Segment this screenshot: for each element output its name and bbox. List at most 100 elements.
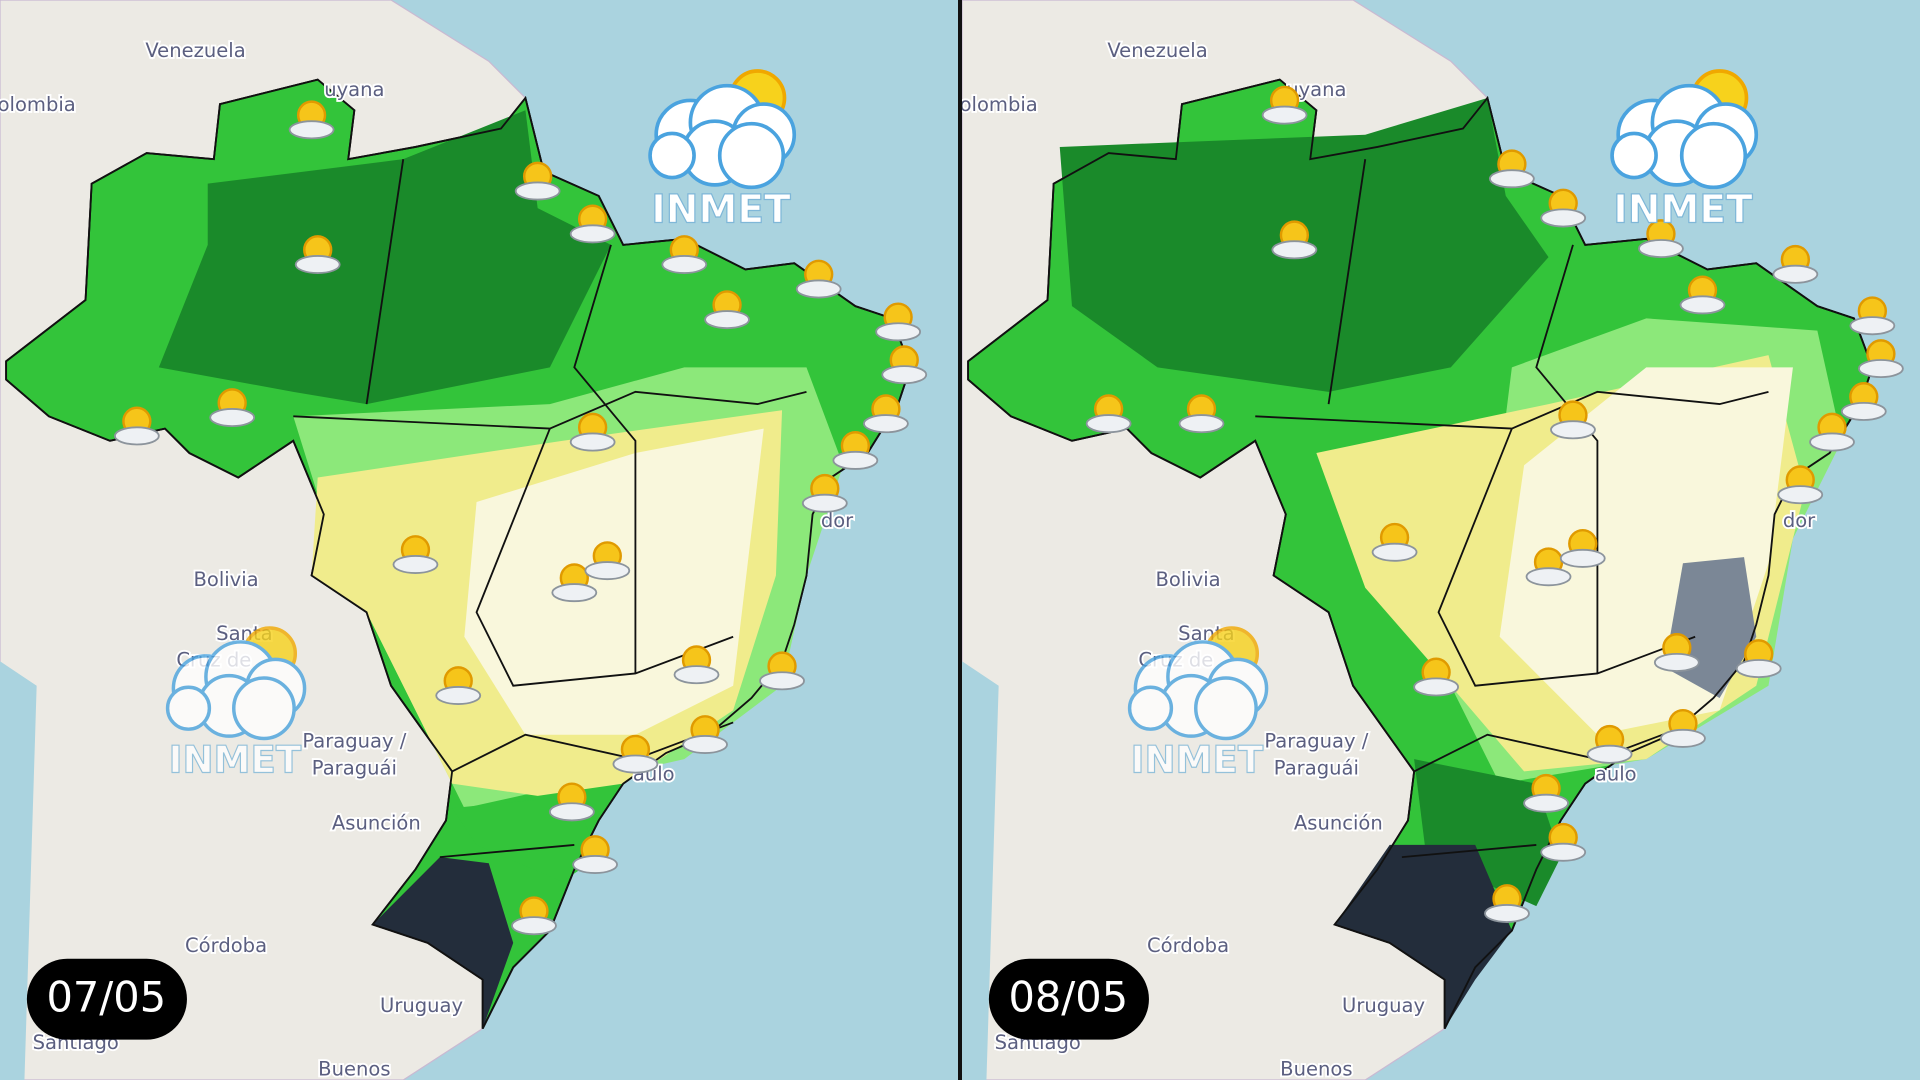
map-label: Córdoba <box>1147 934 1229 957</box>
weather-icon <box>832 431 879 470</box>
date-badge <box>988 958 1149 1040</box>
weather-icon <box>1849 296 1896 336</box>
date-label: 08/05 <box>1008 972 1128 1021</box>
map-label: aulo <box>1595 763 1637 786</box>
icon-cloud <box>569 432 616 452</box>
weather-icon <box>1540 188 1587 228</box>
weather-icon <box>569 204 616 244</box>
icon-cloud <box>1777 485 1824 505</box>
weather-icon <box>392 535 439 574</box>
icon-cloud <box>1261 105 1308 125</box>
state-border <box>1255 390 1769 430</box>
weather-icon <box>875 302 922 342</box>
weather-icon <box>1271 220 1318 260</box>
state-border <box>293 390 807 430</box>
icon-cloud <box>569 224 616 244</box>
pacific <box>0 661 37 1080</box>
weather-icon <box>704 290 750 330</box>
logo-text: INMET <box>1613 187 1753 232</box>
map-label: Bolivia <box>193 568 258 591</box>
forecast-map-panel: VenezuelauyanaolombiaBoliviaSantaCruz de… <box>962 0 1920 1080</box>
weather-icon <box>435 666 482 705</box>
icon-cloud <box>435 686 482 705</box>
map-label: dor <box>821 509 854 532</box>
icon-cloud <box>682 735 728 754</box>
icon-cloud <box>704 310 750 330</box>
map-label: olombia <box>0 93 76 116</box>
weather-icon <box>548 782 595 822</box>
forecast-region <box>1414 759 1561 907</box>
weather-icon <box>1660 708 1706 748</box>
icon-cloud <box>862 414 909 434</box>
date-badge <box>26 958 187 1040</box>
icon-cloud <box>1653 652 1700 672</box>
icon-cloud <box>1586 744 1633 764</box>
logo-cloud <box>232 676 296 741</box>
icon-cloud <box>511 916 557 936</box>
pacific <box>962 661 999 1080</box>
icon-cloud <box>1484 903 1530 923</box>
weather-icon <box>1777 465 1824 505</box>
icon-cloud <box>612 754 659 774</box>
weather-icon <box>1559 528 1606 568</box>
icon-cloud <box>1413 677 1460 697</box>
map-label: Paraguay / <box>1264 730 1368 753</box>
weather-icon <box>1550 400 1596 440</box>
weather-icon <box>1413 657 1460 697</box>
icon-cloud <box>832 450 879 470</box>
icon-cloud <box>801 493 848 513</box>
inmet-logo: INMET <box>1610 69 1759 233</box>
map-label: Asunción <box>332 812 421 835</box>
icon-cloud <box>548 802 595 822</box>
state-border <box>365 159 405 405</box>
map-label: dor <box>1783 509 1816 532</box>
logo-cloud <box>717 121 786 190</box>
date-label: 07/05 <box>46 972 166 1021</box>
icon-cloud <box>1840 401 1887 421</box>
icon-cloud <box>1559 548 1606 568</box>
weather-icon <box>673 645 720 685</box>
weather-icon <box>1653 633 1700 672</box>
icon-cloud <box>209 408 256 428</box>
icon-cloud <box>1085 414 1132 434</box>
map-label: Venezuela <box>1107 39 1207 62</box>
weather-icon <box>1540 822 1587 862</box>
weather-icon <box>1857 339 1904 379</box>
icon-cloud <box>1271 240 1318 260</box>
logo-cloud <box>165 685 212 731</box>
icon-cloud <box>1857 359 1904 379</box>
logo-cloud <box>1679 121 1748 190</box>
weather-icon <box>682 715 728 754</box>
map-label: uyana <box>324 78 384 101</box>
divider <box>958 0 962 1080</box>
weather-icon <box>1772 244 1819 284</box>
icon-cloud <box>288 120 335 140</box>
icon-cloud <box>1809 432 1855 452</box>
weather-icon <box>881 345 928 385</box>
logo-cloud <box>1127 685 1174 731</box>
map-label: Bolivia <box>1155 568 1220 591</box>
forecast-region <box>158 110 611 405</box>
icon-cloud <box>1488 169 1535 189</box>
weather-icon <box>661 235 708 274</box>
logo-text: INMET <box>651 187 791 232</box>
weather-icon <box>1484 884 1530 923</box>
weather-icon <box>572 835 618 874</box>
weather-icon <box>612 734 659 774</box>
state-border <box>1401 843 1537 859</box>
icon-cloud <box>1550 420 1596 440</box>
state-border <box>573 244 637 674</box>
weather-icon <box>1809 412 1855 452</box>
icon-cloud <box>1178 414 1225 434</box>
weather-icon <box>1085 394 1132 434</box>
weather-icon <box>1679 275 1726 315</box>
icon-cloud <box>1525 567 1572 587</box>
icon-cloud <box>875 322 922 342</box>
state-border <box>439 843 575 859</box>
weather-icon <box>1261 85 1308 125</box>
weather-icon <box>1178 394 1225 434</box>
weather-icon <box>288 100 335 140</box>
map-label: Buenos <box>1280 1058 1352 1080</box>
state-border <box>475 428 734 687</box>
